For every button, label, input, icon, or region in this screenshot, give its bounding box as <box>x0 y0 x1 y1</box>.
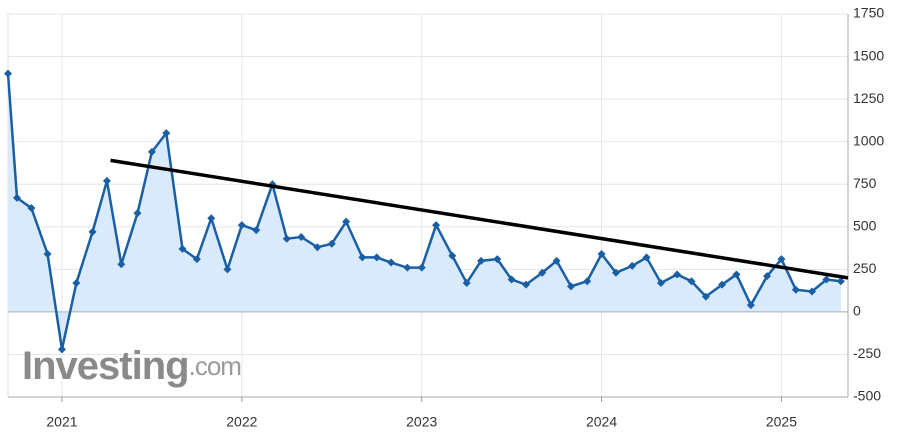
point <box>162 129 171 138</box>
point <box>88 227 97 236</box>
point <box>4 69 12 78</box>
point <box>282 234 291 243</box>
y-tick-label: 750 <box>853 175 877 191</box>
point <box>252 226 261 235</box>
point <box>313 243 322 252</box>
watermark: Investing.com <box>22 344 241 388</box>
point <box>611 268 620 277</box>
point <box>57 345 66 354</box>
point <box>763 272 772 281</box>
y-tick-label: -250 <box>853 345 881 361</box>
y-tick-label: 250 <box>853 260 877 276</box>
point <box>72 278 81 287</box>
point <box>117 260 126 269</box>
y-tick-label: 1750 <box>853 5 884 21</box>
point <box>147 147 156 156</box>
point <box>387 258 396 267</box>
point <box>448 251 457 260</box>
point <box>656 278 665 287</box>
point <box>133 209 142 218</box>
x-tick-label: 2022 <box>226 414 257 430</box>
point <box>462 278 471 287</box>
point <box>642 253 651 262</box>
y-tick-label: -500 <box>853 388 881 404</box>
point <box>628 261 637 270</box>
y-tick-label: 500 <box>853 217 877 233</box>
point <box>432 221 441 230</box>
point <box>808 287 817 296</box>
y-tick-label: 1500 <box>853 47 884 63</box>
point <box>597 250 606 259</box>
point <box>417 263 426 272</box>
point <box>673 270 682 279</box>
point <box>192 255 201 264</box>
point <box>223 265 232 274</box>
point <box>687 277 696 286</box>
point <box>732 270 741 279</box>
point <box>552 256 561 265</box>
point <box>566 282 575 291</box>
point <box>297 232 306 241</box>
point <box>791 285 800 294</box>
point <box>701 292 710 301</box>
x-tick-label: 2021 <box>46 414 77 430</box>
point <box>718 280 727 289</box>
point <box>27 204 36 213</box>
point <box>746 301 755 310</box>
point <box>327 239 336 248</box>
point <box>493 255 502 264</box>
y-tick-label: 1250 <box>853 90 884 106</box>
point <box>237 221 246 230</box>
area <box>8 73 841 350</box>
point <box>538 268 547 277</box>
point <box>477 256 486 265</box>
x-tick-label: 2024 <box>586 414 617 430</box>
point <box>372 253 381 262</box>
point <box>507 275 516 284</box>
point <box>777 255 786 264</box>
point <box>207 214 216 223</box>
y-tick-label: 1000 <box>853 132 884 148</box>
point <box>102 176 111 185</box>
trendline <box>110 158 849 280</box>
point <box>822 275 831 284</box>
watermark-brand: Investing <box>22 344 189 388</box>
point <box>583 277 592 286</box>
point <box>522 280 531 289</box>
x-tick-label: 2025 <box>766 414 797 430</box>
point <box>178 244 187 253</box>
y-tick-label: 0 <box>853 303 861 319</box>
watermark-suffix: .com <box>189 351 241 381</box>
point <box>342 217 351 226</box>
point <box>403 263 412 272</box>
x-tick-label: 2023 <box>406 414 437 430</box>
point <box>836 277 845 286</box>
point <box>43 250 52 259</box>
point <box>358 253 367 262</box>
point <box>12 193 21 202</box>
